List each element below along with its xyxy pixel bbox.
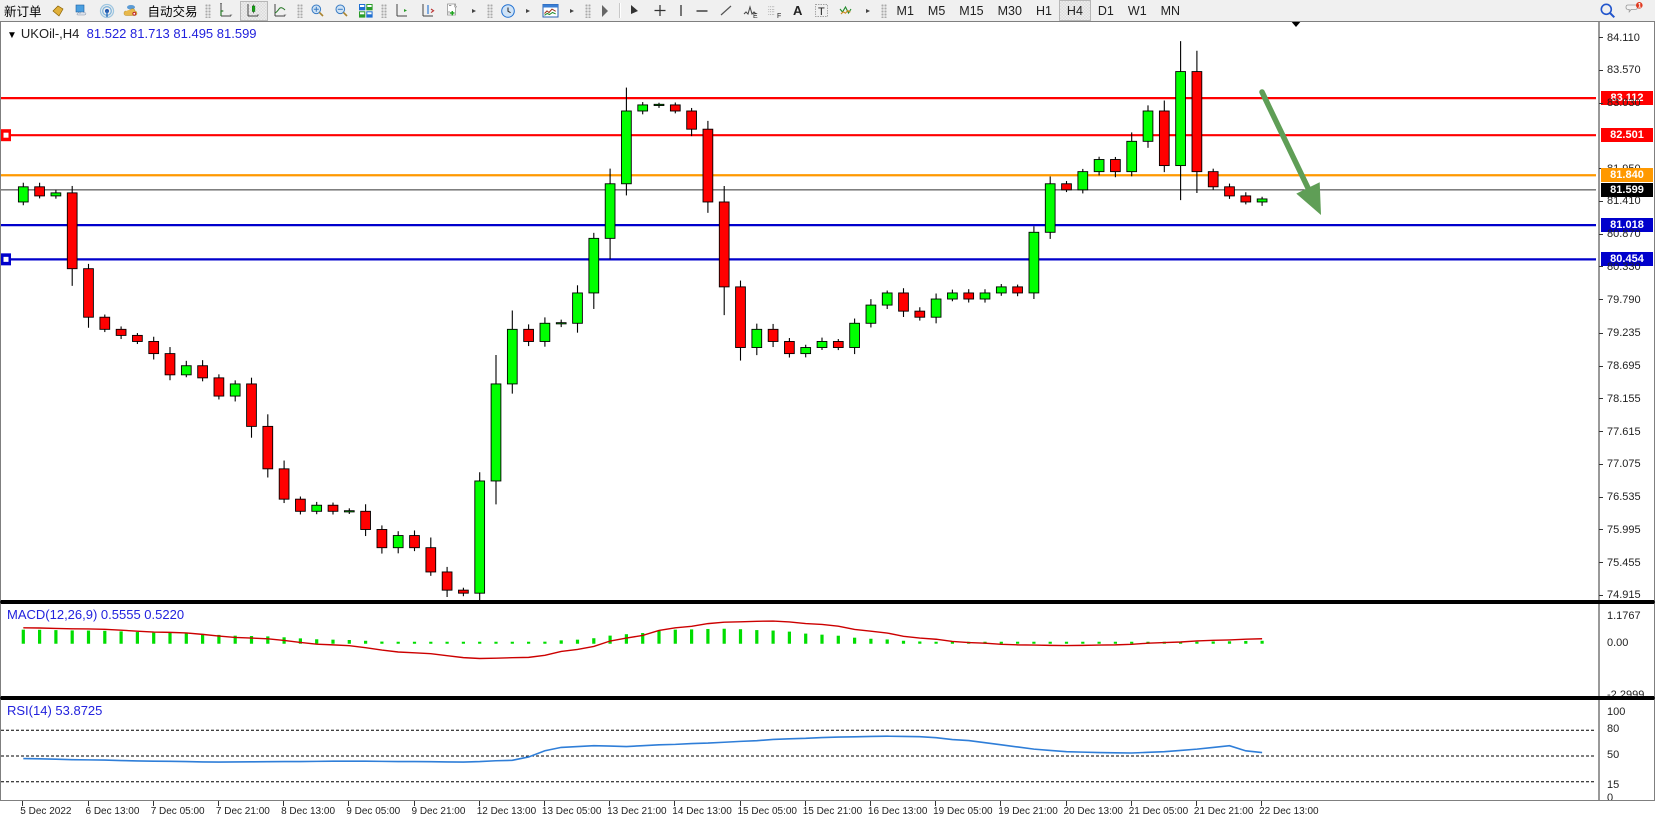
svg-text:::::: :::: <box>768 11 775 17</box>
svg-text:A: A <box>793 3 803 18</box>
svg-text:E: E <box>753 13 758 19</box>
svg-text:T: T <box>818 6 825 18</box>
svg-text:1: 1 <box>1638 2 1642 9</box>
svg-text:F: F <box>777 13 781 19</box>
